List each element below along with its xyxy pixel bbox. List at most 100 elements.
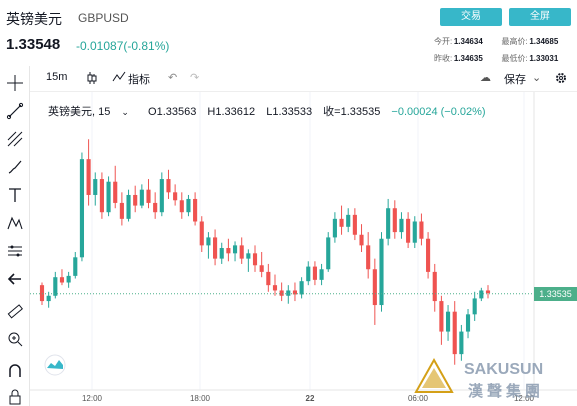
legend-chevron-icon[interactable]: ⌄ bbox=[121, 107, 129, 117]
save-button[interactable]: 保存 bbox=[504, 74, 526, 86]
candle-body bbox=[133, 194, 138, 206]
price-chart[interactable]: 12:00 18:00 22 06:00 12:00 bbox=[30, 92, 577, 406]
candle-body bbox=[346, 214, 351, 227]
lock-icon[interactable] bbox=[6, 388, 24, 406]
legend-close: 收=1.33535 bbox=[323, 106, 381, 118]
svg-text:SAKUSUN: SAKUSUN bbox=[464, 361, 543, 378]
candle-body bbox=[359, 234, 364, 246]
quote-stats: 今开: 1.34634 最高价: 1.34685 昨收: 1.34635 最低价… bbox=[434, 33, 577, 67]
candle-body bbox=[66, 275, 71, 283]
candle-body bbox=[419, 221, 424, 239]
candle-body bbox=[139, 189, 144, 206]
quote-header: 英镑美元 GBPUSD 1.33548 -0.01087(-0.81%) 交易 … bbox=[0, 0, 577, 63]
candle-body bbox=[252, 253, 258, 266]
svg-text:漢聲集團: 漢聲集團 bbox=[468, 382, 544, 400]
candle-body bbox=[53, 277, 58, 296]
candle-body bbox=[372, 269, 377, 306]
candle-body bbox=[292, 290, 298, 295]
candle-body bbox=[259, 265, 264, 272]
candle-body bbox=[332, 218, 337, 238]
trend-line-icon[interactable] bbox=[6, 102, 24, 120]
prev-close-value: 1.34635 bbox=[453, 54, 483, 63]
candle-body bbox=[186, 198, 191, 213]
indicators-button[interactable]: 指标 bbox=[128, 74, 150, 86]
candle-body bbox=[445, 311, 451, 332]
x-tick-label: 06:00 bbox=[408, 394, 429, 403]
instrument-title: 英镑美元 bbox=[6, 11, 62, 27]
candle-style-icon[interactable] bbox=[86, 71, 98, 88]
legend-change: −0.00024 (−0.02%) bbox=[391, 106, 486, 118]
candle-body bbox=[452, 311, 457, 355]
candle-body bbox=[153, 202, 158, 213]
candle-body bbox=[99, 179, 104, 213]
prev-close-label: 昨收: bbox=[434, 54, 453, 63]
candle-body bbox=[406, 218, 411, 243]
redo-icon[interactable]: ↷ bbox=[190, 72, 200, 84]
last-price: 1.33548 bbox=[6, 36, 61, 53]
candle-body bbox=[299, 281, 304, 295]
x-tick-label: 12:00 bbox=[82, 394, 103, 403]
legend-low: L1.33533 bbox=[266, 106, 313, 118]
candle-body bbox=[179, 200, 184, 213]
back-arrow-icon[interactable] bbox=[6, 270, 24, 288]
candle-body bbox=[146, 189, 151, 203]
candle-body bbox=[312, 266, 317, 280]
ohlc-legend: 英镑美元, 15 ⌄ O1.33563 H1.33612 L1.33533 收=… bbox=[48, 103, 494, 119]
zoom-in-icon[interactable] bbox=[6, 330, 24, 348]
magnet-icon[interactable] bbox=[6, 362, 24, 380]
cloud-icon[interactable]: ☁ bbox=[480, 72, 491, 84]
candle-body bbox=[366, 245, 371, 270]
candle-body bbox=[86, 159, 91, 195]
pattern-icon[interactable] bbox=[6, 214, 24, 232]
compare-icon[interactable] bbox=[44, 354, 66, 376]
candle-body bbox=[339, 218, 344, 227]
ruler-icon[interactable] bbox=[6, 302, 24, 320]
brush-icon[interactable] bbox=[6, 158, 24, 176]
high-value: 1.34685 bbox=[529, 37, 559, 46]
x-tick-label: 18:00 bbox=[190, 394, 211, 403]
candle-body bbox=[465, 314, 471, 332]
settings-icon[interactable] bbox=[554, 71, 568, 88]
measure-icon[interactable] bbox=[6, 242, 24, 260]
candle-body bbox=[386, 208, 391, 239]
x-tick-label: 12:00 bbox=[514, 394, 535, 403]
price-change: -0.01087(-0.81%) bbox=[76, 39, 170, 53]
candle-body bbox=[93, 179, 98, 195]
candle-body bbox=[39, 285, 45, 302]
candle-body bbox=[286, 290, 291, 296]
trade-button[interactable]: 交易 bbox=[440, 8, 502, 26]
x-tick-label: 22 bbox=[306, 394, 315, 403]
candle-body bbox=[219, 248, 224, 259]
interval-selector[interactable]: 15m bbox=[46, 71, 68, 83]
candle-body bbox=[73, 257, 78, 276]
candle-body bbox=[232, 245, 238, 254]
legend-series-name[interactable]: 英镑美元, 15 bbox=[48, 106, 111, 118]
candle-body bbox=[432, 271, 437, 302]
fullscreen-button[interactable]: 全屏 bbox=[509, 8, 571, 26]
candle-body bbox=[279, 290, 284, 296]
candle-body bbox=[173, 192, 178, 201]
candle-body bbox=[439, 301, 444, 332]
undo-icon[interactable]: ↶ bbox=[168, 72, 178, 84]
text-tool-icon[interactable] bbox=[6, 186, 24, 204]
chart-toolbar: 15m 指标 ↶ ↷ ☁ 保存 ⌄ bbox=[30, 66, 577, 92]
pitchfork-icon[interactable] bbox=[6, 130, 24, 148]
crosshair-icon[interactable] bbox=[6, 74, 24, 92]
candle-body bbox=[46, 295, 51, 302]
candle-body bbox=[239, 245, 244, 259]
candle-body bbox=[485, 290, 491, 294]
legend-open: O1.33563 bbox=[148, 106, 197, 118]
candle-body bbox=[199, 221, 204, 246]
instrument-symbol: GBPUSD bbox=[78, 11, 129, 25]
candle-body bbox=[306, 266, 311, 282]
candle-body bbox=[392, 208, 397, 233]
candle-body bbox=[166, 179, 171, 193]
compare-icon-glyph bbox=[47, 360, 63, 369]
high-label: 最高价: bbox=[501, 37, 528, 46]
candle-body bbox=[272, 285, 278, 291]
indicators-icon[interactable] bbox=[112, 71, 126, 86]
candle-body bbox=[79, 159, 85, 258]
candle-body bbox=[159, 179, 164, 213]
candle-body bbox=[126, 194, 131, 219]
chevron-down-icon[interactable]: ⌄ bbox=[532, 72, 542, 84]
